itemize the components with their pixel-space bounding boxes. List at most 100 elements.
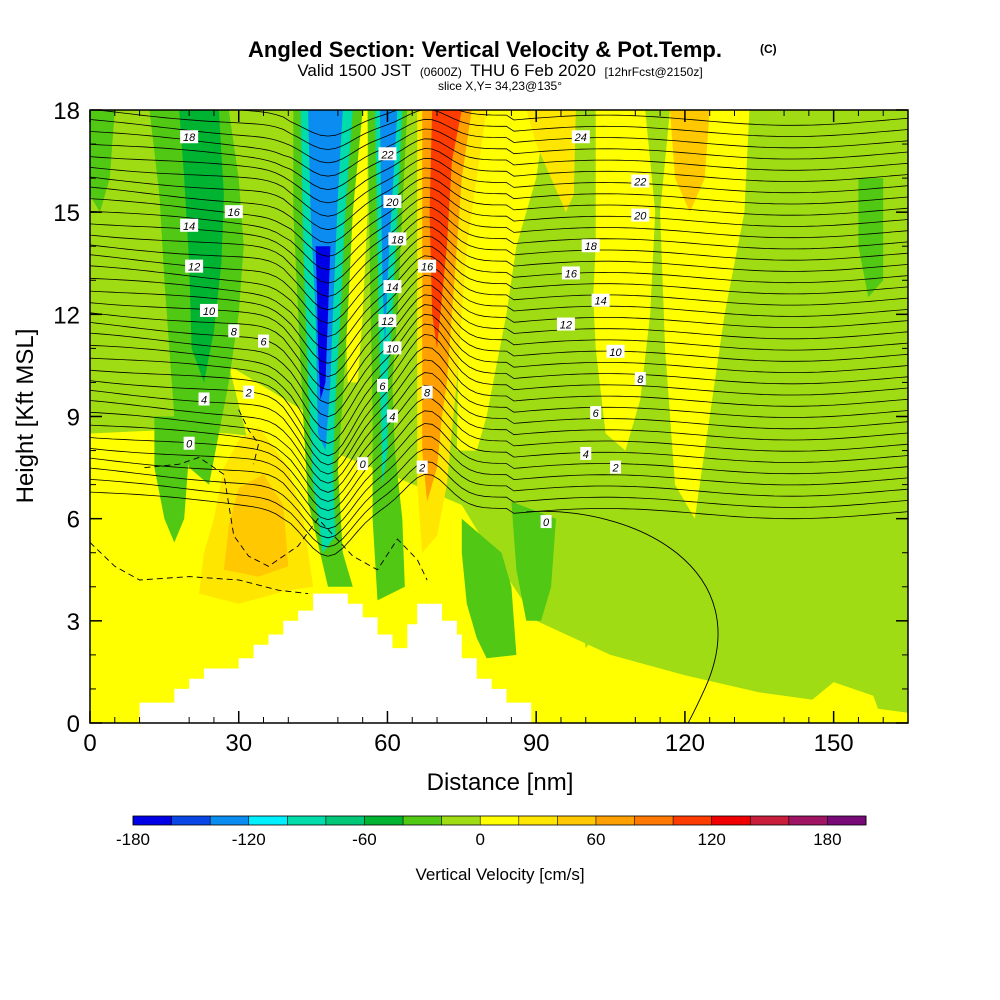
theta-contour-label: 16 <box>561 266 580 280</box>
theta-contour-line <box>90 323 908 444</box>
colorbar-swatch <box>673 816 712 825</box>
y-tick-label: 9 <box>67 405 80 432</box>
theta-contour-line <box>90 128 908 177</box>
subtitle-valid: Valid 1500 JST <box>297 61 411 80</box>
theta-contour-label: 0 <box>540 515 552 529</box>
band-downdraft-lee-low <box>461 518 517 659</box>
x-axis-label: Distance [nm] <box>427 769 574 796</box>
theta-contour-line <box>90 235 908 324</box>
theta-contour-line <box>90 265 908 364</box>
y-tick-label: 6 <box>67 507 80 534</box>
theta-contour-line <box>526 510 719 723</box>
colorbar-tick-label: -120 <box>232 830 266 849</box>
band-downdraft-left-low <box>154 416 190 543</box>
theta-contour-label: 16 <box>224 205 243 219</box>
band-downdraft-mid-right <box>724 382 765 553</box>
theta-contour-line <box>90 118 908 164</box>
svg-text:6: 6 <box>260 337 267 349</box>
theta-contour-line <box>90 313 908 431</box>
theta-contour-label: 4 <box>198 392 210 406</box>
band-weak-updraft-upper-a <box>456 110 547 451</box>
theta-contour-label: 16 <box>418 259 437 274</box>
contour-labels: 1816141210864200222018141210642816242220… <box>180 130 650 529</box>
band-updraft-upper-mid <box>526 110 586 213</box>
svg-text:14: 14 <box>183 221 195 233</box>
theta-contour-line <box>90 167 908 231</box>
colorbar-swatch <box>441 816 481 825</box>
velocity-field <box>90 110 908 723</box>
plot-area: 1816141210864200222018141210642816242220… <box>90 110 908 723</box>
band-updraft-left-core <box>223 474 289 577</box>
theta-contour-line <box>90 138 908 191</box>
theta-contour-line <box>94 110 908 150</box>
band-updraft-upper-right <box>670 110 710 213</box>
svg-text:18: 18 <box>585 241 598 253</box>
band-downdraft-far-right <box>858 178 884 298</box>
band-downdraft-right-low <box>764 518 794 635</box>
slice-label: slice X,Y= 34,23@135° <box>438 79 562 93</box>
theta-contour-label: 6 <box>590 406 602 420</box>
theta-contour-line <box>90 448 908 539</box>
theta-contour-label: 20 <box>631 208 650 223</box>
svg-text:8: 8 <box>424 388 431 400</box>
subtitle-date: THU 6 Feb 2020 <box>470 61 596 80</box>
theta-contour-line <box>90 284 908 391</box>
theta-contours <box>90 110 908 723</box>
svg-text:16: 16 <box>565 268 578 280</box>
svg-text:12: 12 <box>381 316 393 328</box>
x-tick-label: 30 <box>225 730 252 757</box>
svg-text:4: 4 <box>201 394 207 406</box>
theta-contour-label: 2 <box>243 385 255 400</box>
theta-contour-label: 2 <box>610 460 622 475</box>
colorbar-tick-label: 60 <box>586 830 605 849</box>
theta-contour-label: 18 <box>180 130 199 144</box>
y-tick-label: 3 <box>67 609 80 636</box>
theta-contour-line <box>90 294 908 404</box>
svg-text:18: 18 <box>391 234 404 246</box>
svg-text:18: 18 <box>183 132 196 144</box>
chart-subtitle: Valid 1500 JST (0600Z) THU 6 Feb 2020 [1… <box>297 61 702 80</box>
colorbar-swatch <box>480 816 520 825</box>
theta-contour-line <box>90 148 908 204</box>
svg-text:10: 10 <box>203 306 216 318</box>
theta-contour-line <box>90 255 908 351</box>
theta-contour-label: 0 <box>357 457 369 471</box>
theta-contour-line <box>90 397 908 502</box>
theta-contour-line <box>90 346 908 466</box>
colorbar-tick-label: 0 <box>475 830 484 849</box>
theta-contour-label: 6 <box>258 334 270 349</box>
y-tick-label: 12 <box>53 302 80 329</box>
theta-contour-line <box>90 359 908 475</box>
theta-contour-label: 20 <box>383 194 402 209</box>
theta-contour-label: 10 <box>199 303 218 318</box>
svg-text:14: 14 <box>386 282 398 294</box>
theta-contour-line <box>90 216 908 297</box>
colorbar-swatch <box>133 816 172 825</box>
svg-text:2: 2 <box>245 388 252 400</box>
x-tick-label: 90 <box>523 730 550 757</box>
colorbar: -180 -120 -60 0 60 120 180 <box>116 815 867 849</box>
theta-contour-label: 10 <box>383 341 402 355</box>
chart-title-unit: (C) <box>760 42 777 56</box>
svg-text:4: 4 <box>389 412 395 424</box>
colorbar-swatch <box>557 816 597 825</box>
colorbar-swatch <box>364 816 404 825</box>
colorbar-swatch <box>750 816 790 825</box>
y-tick-label: 0 <box>67 711 80 738</box>
svg-text:10: 10 <box>609 347 622 359</box>
colorbar-swatch <box>403 816 442 825</box>
svg-text:0: 0 <box>360 459 367 471</box>
theta-contour-line <box>90 384 908 493</box>
band-downdraft-right-col2 <box>794 110 844 349</box>
theta-contour-label: 2 <box>416 460 428 475</box>
theta-contour-label: 22 <box>378 147 397 161</box>
colorbar-tick-label: 120 <box>697 830 725 849</box>
x-tick-label: 150 <box>814 730 854 757</box>
y-tick-label: 18 <box>53 98 80 125</box>
theta-contour-line <box>90 473 908 557</box>
theta-contour-line <box>90 245 908 337</box>
x-tick-label: 60 <box>374 730 401 757</box>
svg-text:22: 22 <box>633 177 646 189</box>
